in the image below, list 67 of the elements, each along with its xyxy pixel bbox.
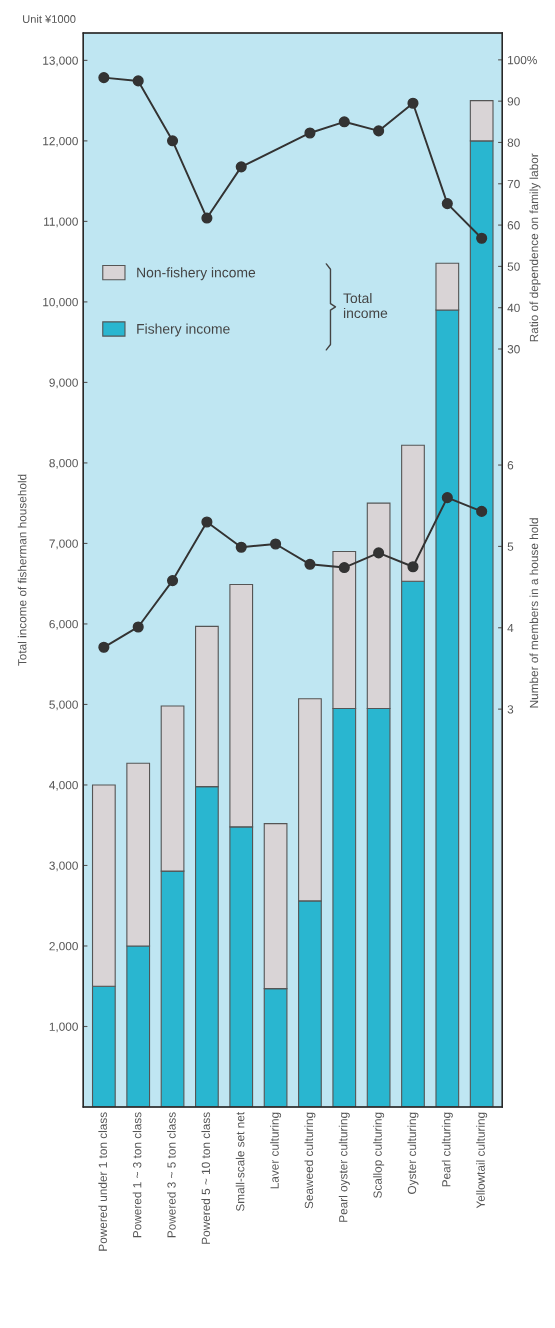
x-tick-label: Pearl oyster culturing bbox=[338, 1112, 350, 1222]
point bbox=[270, 538, 282, 550]
y2-tick-label: 100% bbox=[508, 55, 537, 65]
point bbox=[132, 75, 144, 87]
y3-axis-title: Number of members in a house hold bbox=[529, 518, 539, 708]
x-tick-label: Powered 3 ~ 5 ton class bbox=[167, 1112, 176, 1238]
y-tick-label: 2,000 bbox=[49, 942, 78, 952]
point bbox=[441, 492, 453, 504]
y3-tick-label: 5 bbox=[507, 542, 514, 551]
y-tick-label: 1,000 bbox=[49, 1022, 78, 1033]
point bbox=[201, 516, 213, 528]
point bbox=[338, 116, 350, 128]
point bbox=[304, 127, 316, 139]
x-tick-label: Scallop culturing bbox=[373, 1112, 385, 1198]
point bbox=[98, 641, 110, 653]
legend-label: Non-fishery income bbox=[137, 267, 256, 281]
y-tick-label: 12,000 bbox=[43, 136, 78, 147]
point bbox=[441, 198, 453, 210]
x-tick-label: Powered 5 ~ 10 ton class bbox=[201, 1112, 211, 1244]
x-tick-label: Yellowtail culturing bbox=[476, 1112, 488, 1209]
point bbox=[166, 575, 179, 587]
x-tick-label: Small-scale set net bbox=[235, 1111, 245, 1212]
y-axis-title: Total income of fisherman household bbox=[17, 474, 27, 666]
y2-tick-label: 30 bbox=[507, 345, 520, 354]
text: Unit ¥1000 bbox=[23, 14, 76, 23]
point bbox=[235, 161, 247, 173]
y2-tick-label: 60 bbox=[507, 221, 520, 230]
point bbox=[235, 541, 247, 553]
y3-tick-label: 6 bbox=[507, 461, 514, 470]
y-tick-label: 13,000 bbox=[43, 56, 78, 67]
point bbox=[373, 547, 385, 559]
point bbox=[201, 212, 213, 224]
y3-tick-label: 4 bbox=[507, 623, 514, 633]
y2-tick-label: 40 bbox=[507, 303, 520, 313]
point bbox=[338, 562, 350, 574]
x-tick-label: Oyster culturing bbox=[407, 1112, 419, 1194]
point bbox=[407, 561, 419, 573]
y3-tick-label: 3 bbox=[507, 705, 514, 714]
x-tick-label: Pearl culturing bbox=[441, 1112, 453, 1187]
y2-tick-label: 70 bbox=[507, 179, 520, 189]
point bbox=[132, 621, 144, 633]
point bbox=[98, 72, 110, 84]
point bbox=[476, 232, 488, 244]
legend-label: Fishery income bbox=[137, 323, 230, 337]
annotation: Total income bbox=[343, 292, 388, 319]
point bbox=[373, 125, 385, 137]
y-tick-label: 8,000 bbox=[49, 458, 78, 469]
x-tick-label: Powered 1 ~ 3 ton class bbox=[132, 1112, 142, 1238]
x-tick-label: Laver culturing bbox=[270, 1112, 282, 1189]
point bbox=[407, 97, 419, 109]
y-tick-label: 6,000 bbox=[49, 619, 78, 630]
x-tick-label: Seaweed culturing bbox=[304, 1112, 316, 1209]
y-tick-label: 5,000 bbox=[49, 700, 78, 711]
y-tick-label: 7,000 bbox=[49, 539, 78, 550]
y-tick-label: 10,000 bbox=[43, 297, 78, 308]
point bbox=[166, 135, 179, 147]
y2-tick-label: 50 bbox=[507, 262, 520, 271]
y-tick-label: 11,000 bbox=[44, 217, 78, 228]
y2-axis-title: Ratio of dependence on family labor bbox=[529, 153, 541, 342]
point bbox=[304, 558, 316, 570]
x-tick-label: Powered under 1 ton class bbox=[98, 1112, 108, 1251]
y-tick-label: 9,000 bbox=[49, 378, 78, 389]
y-tick-label: 3,000 bbox=[49, 861, 78, 872]
point bbox=[476, 505, 488, 517]
y2-tick-label: 90 bbox=[507, 97, 520, 106]
y2-tick-label: 80 bbox=[507, 138, 520, 147]
y-tick-label: 4,000 bbox=[49, 781, 78, 791]
